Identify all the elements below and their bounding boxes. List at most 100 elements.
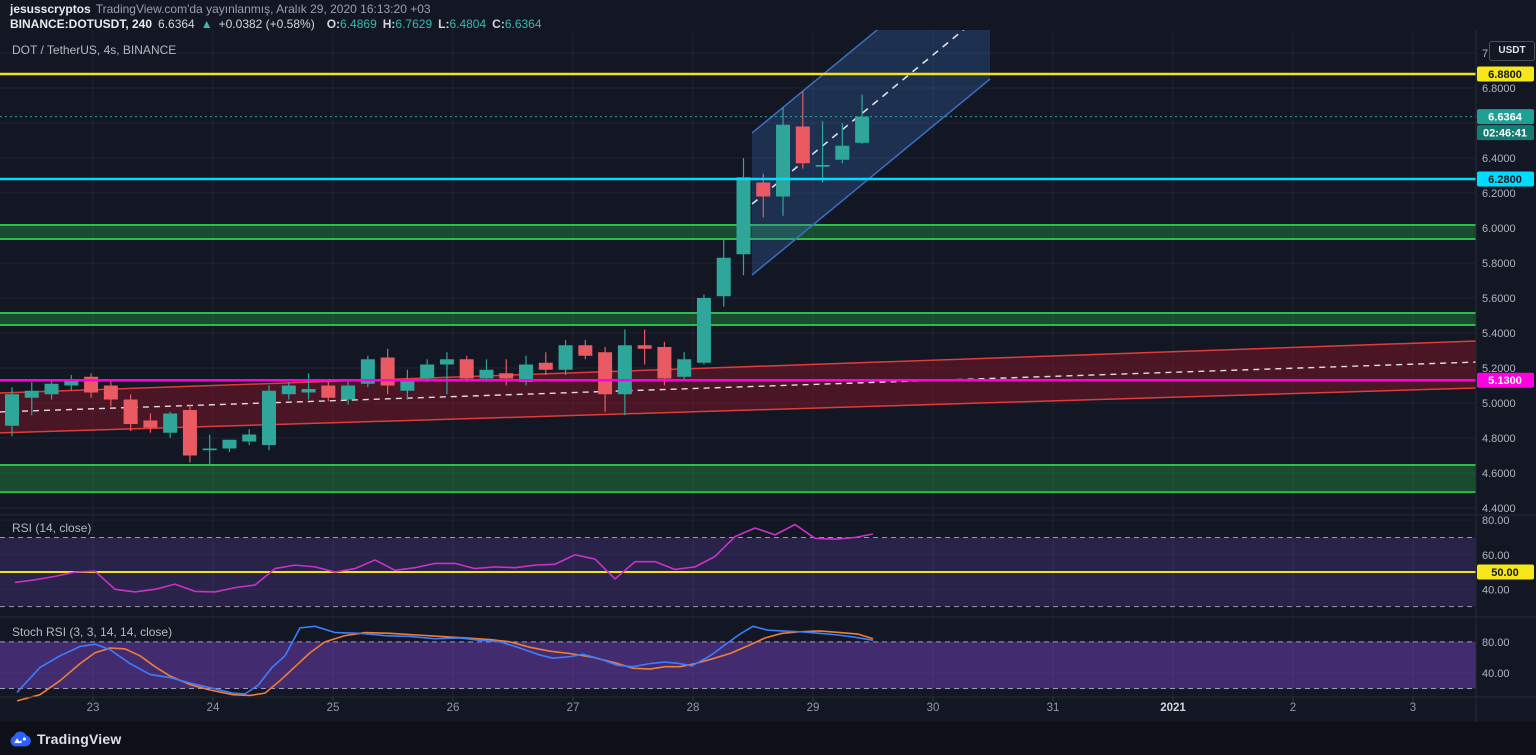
candle-body xyxy=(519,364,534,382)
tradingview-brand-text[interactable]: TradingView xyxy=(37,730,122,747)
axis-badge xyxy=(1477,564,1534,580)
time-axis[interactable] xyxy=(0,697,1476,722)
price-tick-label: 7 xyxy=(1482,48,1488,60)
rsi-line xyxy=(14,523,874,593)
axis-badge xyxy=(1477,372,1534,388)
candle-body xyxy=(657,346,672,379)
open-label: O: xyxy=(326,17,341,31)
axis-badge-label: 5.1300 xyxy=(1488,375,1522,387)
candle-body xyxy=(301,388,316,393)
symbol-stats-row: BINANCE:DOTUSDT, 240 6.6364 ▲ +0.0382 (+0.5… xyxy=(10,17,542,31)
time-tick-label: 30 xyxy=(927,702,940,714)
candle-body xyxy=(163,413,178,433)
low-label: L: xyxy=(438,17,450,31)
time-tick-label: 25 xyxy=(327,702,340,714)
time-tick-label: 2 xyxy=(1290,702,1296,714)
rsi-tick-label: 40.00 xyxy=(1482,584,1510,596)
price-tick-label: 6.2000 xyxy=(1482,188,1516,200)
price-tick-label: 6.0000 xyxy=(1482,223,1516,235)
time-tick-label: 27 xyxy=(567,702,580,714)
rsi-pane xyxy=(0,523,1476,608)
time-axis-labels: 23 24 25 26 27 28 29 30 31 2021 2 3 xyxy=(87,697,1416,714)
candle-body xyxy=(242,434,257,442)
red-channel xyxy=(0,340,1476,434)
candle-body xyxy=(262,390,277,445)
candle-body xyxy=(143,420,158,428)
candle-body xyxy=(756,182,771,197)
price-tick-label: 5.0000 xyxy=(1482,398,1516,410)
blue-channel xyxy=(751,30,991,276)
candle-body xyxy=(400,380,415,391)
candle-body xyxy=(696,297,711,363)
candle-body xyxy=(855,116,870,143)
price-tick-label: 5.2000 xyxy=(1482,363,1516,375)
axis-badge xyxy=(1477,66,1534,82)
candle-body xyxy=(637,345,652,349)
candle-body xyxy=(835,145,850,160)
last-price: 6.6364 xyxy=(158,17,195,31)
candle-body xyxy=(202,448,217,451)
publish-info-row: jesusscryptos TradingView.com'da yayınlan… xyxy=(10,2,542,16)
price-axis-badges: 6.8800 6.6364 02:46:41 6.2800 5.1300 50.00 xyxy=(1477,66,1534,580)
candle-body xyxy=(44,383,59,395)
candle-body xyxy=(677,359,692,377)
rsi-pane-label[interactable]: RSI (14, close) xyxy=(12,521,92,535)
candle-body xyxy=(103,385,118,400)
time-tick-label: 29 xyxy=(807,702,820,714)
stoch-pane xyxy=(0,625,1476,702)
candle-body xyxy=(182,409,197,456)
price-axis[interactable] xyxy=(1476,30,1536,697)
pane-separators xyxy=(0,30,1536,722)
candle-body xyxy=(558,345,573,370)
stoch-pane-label[interactable]: Stoch RSI (3, 3, 14, 14, close) xyxy=(12,625,173,639)
axis-badge-label: 6.2800 xyxy=(1488,174,1522,186)
time-tick-label: 31 xyxy=(1047,702,1060,714)
price-tick-label: 6.8000 xyxy=(1482,83,1516,95)
candle-body xyxy=(598,352,613,395)
axis-badge xyxy=(1477,109,1534,125)
price-tick-label: 5.4000 xyxy=(1482,328,1516,340)
footer-bar: TradingView xyxy=(0,722,1536,755)
high-label: H: xyxy=(382,17,396,31)
low-value: 6.4804 xyxy=(449,17,487,31)
candle-body xyxy=(459,359,474,379)
candle-body xyxy=(795,126,810,164)
candle-body xyxy=(222,439,237,449)
stoch-k-line xyxy=(16,625,874,695)
time-tick-label: 24 xyxy=(207,702,220,714)
close-value: 6.6364 xyxy=(504,17,542,31)
candle-body xyxy=(439,359,454,365)
high-value: 6.7629 xyxy=(395,17,433,31)
candle-body xyxy=(321,385,336,398)
tradingview-logo-icon[interactable] xyxy=(9,731,31,747)
axis-badge-label: 50.00 xyxy=(1491,567,1519,579)
time-tick-label: 3 xyxy=(1410,702,1416,714)
candle-body xyxy=(281,385,296,395)
candle-body xyxy=(716,257,731,297)
candle-body xyxy=(420,364,435,379)
close-label: C: xyxy=(492,17,505,31)
green-bands xyxy=(0,224,1476,494)
currency-toggle-button[interactable]: USDT xyxy=(1489,41,1535,61)
candle-body xyxy=(776,124,791,197)
stoch-tick-label: 80.00 xyxy=(1482,637,1510,649)
candle-body xyxy=(380,357,395,386)
author-name: jesusscryptos xyxy=(10,2,91,16)
candle-body xyxy=(578,345,593,356)
price-tick-label: 4.8000 xyxy=(1482,433,1516,445)
axis-badge xyxy=(1477,125,1534,141)
candle-body xyxy=(360,359,375,384)
candle-body xyxy=(815,164,830,167)
price-tick-label: 6.4000 xyxy=(1482,153,1516,165)
candle-body xyxy=(538,362,553,370)
price-tick-label: 4.6000 xyxy=(1482,468,1516,480)
open-value: 6.4869 xyxy=(340,17,377,31)
price-tick-label: 5.6000 xyxy=(1482,293,1516,305)
stoch-d-line xyxy=(16,630,874,702)
stoch-tick-label: 40.00 xyxy=(1482,668,1510,680)
symbol-name: BINANCE:DOTUSDT, 240 xyxy=(10,17,153,31)
chart-legend-title[interactable]: DOT / TetherUS, 4s, BINANCE xyxy=(12,43,177,57)
rsi-tick-label: 60.00 xyxy=(1482,550,1510,562)
